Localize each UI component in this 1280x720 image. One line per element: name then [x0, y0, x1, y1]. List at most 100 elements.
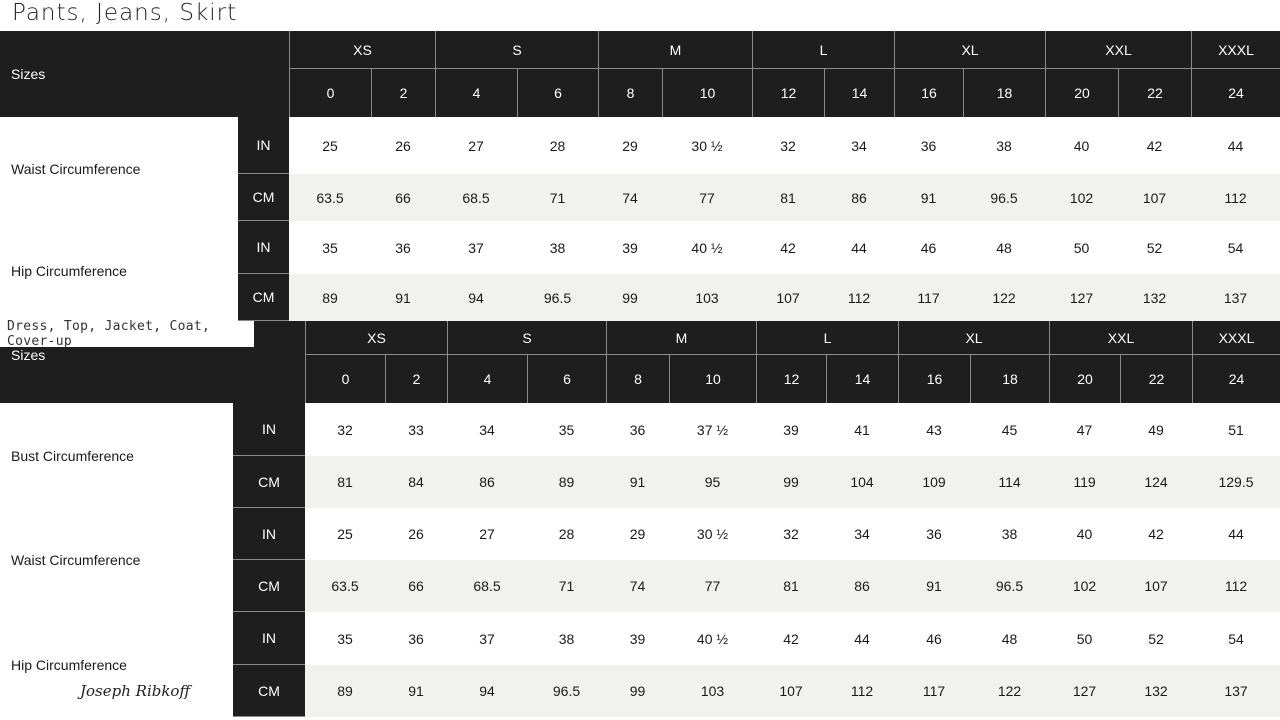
table-cell: 103 — [695, 289, 719, 306]
table-cell: 52 — [1146, 239, 1163, 256]
table-cell: 114 — [998, 474, 1021, 490]
table-row — [305, 560, 1280, 612]
table-cell: 32 — [337, 421, 353, 438]
measurement-label: Waist Circumference — [11, 552, 141, 568]
size-number-24: 24 — [1191, 69, 1280, 117]
size-number-0: 0 — [289, 69, 371, 117]
table-cell: 37 — [479, 630, 495, 647]
table-cell: 132 — [1142, 289, 1167, 306]
table-cell: 42 — [783, 630, 799, 647]
table-cell: 96.5 — [990, 189, 1018, 206]
table-cell: 91 — [926, 578, 942, 594]
table-cell: 99 — [622, 289, 638, 306]
table-cell: 52 — [1148, 630, 1164, 647]
unit-label-cm: CM — [238, 274, 289, 321]
table-cell: 30 ½ — [696, 526, 729, 542]
size-group-xxl: XXL — [1045, 31, 1191, 69]
table-cell: 117 — [917, 289, 940, 306]
table-cell: 26 — [408, 526, 424, 542]
size-group-xl: XL — [894, 31, 1045, 69]
unit-label-cm: CM — [238, 174, 289, 221]
table-cell: 89 — [322, 289, 338, 306]
table-cell: 112 — [1224, 189, 1247, 206]
table-cell: 77 — [699, 189, 715, 206]
size-number-20: 20 — [1045, 69, 1118, 117]
table-cell: 107 — [779, 683, 803, 699]
table-cell: 63.5 — [316, 189, 344, 206]
table-cell: 89 — [558, 474, 575, 490]
size-group-xs: XS — [305, 321, 447, 355]
table-cell: 44 — [854, 630, 870, 647]
table-cell: 89 — [337, 683, 353, 699]
size-number-0: 0 — [305, 355, 385, 403]
table-cell: 86 — [851, 189, 867, 206]
table-cell: 41 — [854, 421, 870, 438]
table-cell: 71 — [549, 189, 566, 206]
table-cell: 122 — [992, 289, 1016, 306]
table-cell: 107 — [776, 289, 800, 306]
unit-label-in: IN — [233, 403, 305, 456]
table-cell: 132 — [1144, 683, 1168, 699]
table-cell: 48 — [996, 239, 1012, 256]
table-cell: 36 — [408, 630, 424, 647]
measurement-label: Hip Circumference — [11, 263, 127, 279]
table-cell: 44 — [1227, 137, 1244, 154]
table-cell: 47 — [1076, 421, 1093, 438]
table-cell: 81 — [783, 578, 799, 594]
table-cell: 38 — [1001, 526, 1018, 542]
table-cell: 74 — [622, 189, 638, 206]
table-cell: 48 — [1001, 630, 1018, 647]
size-number-22: 22 — [1120, 355, 1192, 403]
table-cell: 34 — [854, 526, 870, 542]
table-cell: 81 — [337, 474, 353, 490]
table-cell: 51 — [1228, 421, 1244, 438]
size-number-4: 4 — [435, 69, 517, 117]
table-cell: 42 — [780, 239, 796, 256]
table-cell: 137 — [1223, 289, 1248, 306]
table-cell: 103 — [700, 683, 725, 699]
size-number-2: 2 — [371, 69, 435, 117]
table-cell: 27 — [468, 137, 484, 154]
table-cell: 66 — [408, 578, 424, 594]
size-number-4: 4 — [447, 355, 527, 403]
table-cell: 35 — [322, 239, 338, 256]
table-cell: 33 — [408, 421, 424, 438]
table-cell: 38 — [996, 137, 1012, 154]
size-number-12: 12 — [756, 355, 826, 403]
table-cell: 68.5 — [462, 189, 490, 206]
table-cell: 107 — [1144, 578, 1168, 594]
table-title-pants: Pants, Jeans, Skirt — [12, 0, 238, 26]
table-cell: 40 — [1073, 137, 1090, 154]
table-cell: 37 ½ — [696, 421, 729, 438]
unit-label-cm: CM — [233, 560, 305, 612]
size-group-xxxl: XXXL — [1192, 321, 1280, 355]
table-cell: 84 — [408, 474, 424, 490]
table-cell: 44 — [1228, 526, 1244, 542]
table-cell: 74 — [629, 578, 646, 594]
table-cell: 95 — [704, 474, 721, 490]
table-cell: 96.5 — [543, 289, 572, 306]
table-cell: 25 — [322, 137, 338, 154]
unit-label-in: IN — [238, 221, 289, 274]
table-cell: 29 — [622, 137, 638, 154]
size-number-20: 20 — [1049, 355, 1120, 403]
unit-label-in: IN — [233, 508, 305, 560]
table-cell: 71 — [558, 578, 575, 594]
size-number-18: 18 — [970, 355, 1049, 403]
table-cell: 122 — [997, 683, 1022, 699]
table-cell: 36 — [920, 137, 937, 154]
table-cell: 96.5 — [552, 683, 581, 699]
table-cell: 30 ½ — [691, 137, 723, 154]
table-row — [305, 665, 1280, 717]
table-cell: 36 — [629, 421, 646, 438]
table-cell: 107 — [1142, 189, 1167, 206]
unit-label-in: IN — [238, 117, 289, 174]
table-cell: 35 — [337, 630, 353, 647]
table-cell: 137 — [1224, 683, 1248, 699]
table-cell: 28 — [549, 137, 566, 154]
sizes-label: Sizes — [0, 31, 289, 117]
table-cell: 127 — [1069, 289, 1094, 306]
table-cell: 109 — [922, 474, 946, 490]
size-group-l: L — [756, 321, 898, 355]
table-cell: 96.5 — [995, 578, 1024, 594]
